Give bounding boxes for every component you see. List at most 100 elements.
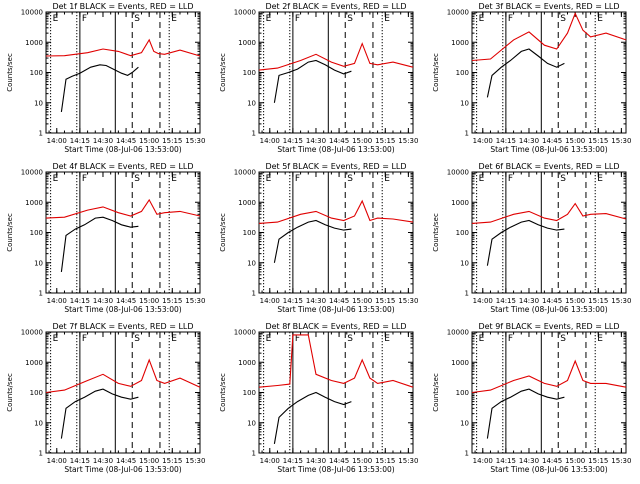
- x-tick-label: 14:30: [306, 297, 326, 305]
- x-tick-label: 15:30: [611, 457, 631, 465]
- lightcurve-panel-2: Det 2f BLACK = Events, RED = LLD 1 10 100 10…: [213, 0, 426, 160]
- y-tick-label: 10: [247, 259, 256, 267]
- time-marker-label: S: [347, 174, 353, 184]
- chart-title: Det 3f BLACK = Events, RED = LLD: [478, 2, 619, 11]
- x-axis-label: Start Time (08-Jul-06 13:53:00): [277, 305, 394, 314]
- plot-frame: [45, 11, 201, 134]
- lld-series-line: [471, 11, 627, 62]
- x-tick-label: 15:00: [139, 137, 159, 145]
- lld-series-line: [45, 198, 201, 219]
- events-series-line: [486, 48, 565, 98]
- x-tick-label: 14:45: [116, 137, 136, 145]
- x-axis-label: Start Time (08-Jul-06 13:53:00): [490, 305, 607, 314]
- x-tick-label: 15:00: [352, 457, 372, 465]
- y-tick-label: 1000: [238, 199, 256, 207]
- time-marker-label: E: [597, 14, 603, 24]
- lightcurve-chart: Det 9f BLACK = Events, RED = LLD 1 10 100 10…: [432, 322, 631, 474]
- y-tick-label: 1: [465, 290, 469, 298]
- x-tick-label: 14:15: [283, 457, 303, 465]
- time-marker-label: E: [479, 334, 485, 344]
- x-tick-label: 14:30: [519, 457, 539, 465]
- lightcurve-chart: Det 1f BLACK = Events, RED = LLD 1 10 100 10…: [6, 2, 205, 154]
- x-tick-label: 15:15: [375, 457, 395, 465]
- y-tick-label: 10: [247, 99, 256, 107]
- x-tick-label: 14:00: [47, 297, 67, 305]
- x-tick-label: 15:00: [139, 457, 159, 465]
- events-series-line: [60, 388, 139, 439]
- x-tick-label: 15:15: [162, 137, 182, 145]
- x-tick-label: 14:45: [542, 137, 562, 145]
- lightcurve-panel-7: Det 7f BLACK = Events, RED = LLD 1 10 100 10…: [0, 320, 213, 480]
- y-tick-label: 100: [243, 389, 256, 397]
- y-tick-label: 10: [460, 99, 469, 107]
- lld-series-line: [45, 38, 201, 57]
- x-tick-label: 15:30: [185, 457, 205, 465]
- x-tick-label: 15:00: [139, 297, 159, 305]
- x-axis-label: Start Time (08-Jul-06 13:53:00): [64, 465, 181, 474]
- x-tick-label: 14:00: [260, 457, 280, 465]
- x-tick-label: 14:15: [496, 137, 516, 145]
- y-tick-label: 10000: [447, 169, 469, 177]
- y-tick-label: 1: [39, 290, 43, 298]
- time-marker-label: S: [560, 334, 566, 344]
- x-tick-label: 15:30: [398, 297, 418, 305]
- y-tick-label: 10000: [234, 169, 256, 177]
- time-marker-label: F: [82, 334, 87, 344]
- y-tick-label: 10000: [234, 329, 256, 337]
- events-series-line: [486, 219, 565, 266]
- time-marker-label: E: [384, 174, 390, 184]
- x-tick-label: 14:30: [519, 137, 539, 145]
- x-tick-label: 15:30: [611, 137, 631, 145]
- time-marker-label: F: [82, 14, 87, 24]
- lld-series-line: [258, 199, 414, 224]
- y-tick-label: 1: [252, 290, 256, 298]
- y-axis-label: Counts/sec: [219, 213, 227, 252]
- y-tick-label: 10000: [21, 329, 43, 337]
- y-tick-label: 100: [30, 389, 43, 397]
- y-tick-label: 100: [243, 229, 256, 237]
- lightcurve-chart: Det 4f BLACK = Events, RED = LLD 1 10 100 10…: [6, 162, 205, 314]
- x-tick-label: 15:15: [162, 457, 182, 465]
- time-marker-label: E: [171, 14, 177, 24]
- time-marker-label: E: [266, 334, 272, 344]
- y-tick-label: 1000: [451, 199, 469, 207]
- y-tick-label: 10000: [447, 329, 469, 337]
- x-tick-label: 14:45: [116, 297, 136, 305]
- y-tick-label: 1: [252, 450, 256, 458]
- x-axis-label: Start Time (08-Jul-06 13:53:00): [64, 305, 181, 314]
- x-tick-label: 14:00: [47, 457, 67, 465]
- time-marker-label: F: [295, 334, 300, 344]
- events-series-line: [273, 219, 352, 263]
- events-series-line: [273, 59, 352, 103]
- x-tick-label: 14:30: [93, 137, 113, 145]
- x-tick-label: 14:15: [496, 457, 516, 465]
- time-marker-label: S: [134, 174, 140, 184]
- plot-frame: [258, 11, 414, 134]
- y-tick-label: 10: [34, 99, 43, 107]
- x-tick-label: 14:00: [260, 137, 280, 145]
- x-tick-label: 15:15: [162, 297, 182, 305]
- x-tick-label: 14:30: [93, 297, 113, 305]
- x-tick-label: 14:15: [70, 137, 90, 145]
- y-tick-label: 1: [465, 450, 469, 458]
- y-tick-label: 10: [34, 259, 43, 267]
- plot-frame: [258, 171, 414, 294]
- x-tick-label: 15:15: [588, 137, 608, 145]
- x-axis-label: Start Time (08-Jul-06 13:53:00): [277, 145, 394, 154]
- x-tick-label: 15:30: [398, 457, 418, 465]
- x-tick-label: 14:30: [306, 457, 326, 465]
- y-tick-label: 10000: [21, 9, 43, 17]
- time-marker-label: E: [171, 174, 177, 184]
- x-tick-label: 15:15: [588, 457, 608, 465]
- x-tick-label: 15:30: [185, 137, 205, 145]
- lld-series-line: [471, 359, 627, 394]
- events-series-line: [60, 64, 139, 112]
- y-tick-label: 10: [460, 419, 469, 427]
- y-axis-label: Counts/sec: [432, 373, 440, 412]
- x-axis-label: Start Time (08-Jul-06 13:53:00): [277, 465, 394, 474]
- x-tick-label: 14:45: [542, 297, 562, 305]
- time-marker-label: S: [347, 334, 353, 344]
- time-marker-label: E: [384, 334, 390, 344]
- y-tick-label: 1000: [451, 359, 469, 367]
- x-tick-label: 14:30: [93, 457, 113, 465]
